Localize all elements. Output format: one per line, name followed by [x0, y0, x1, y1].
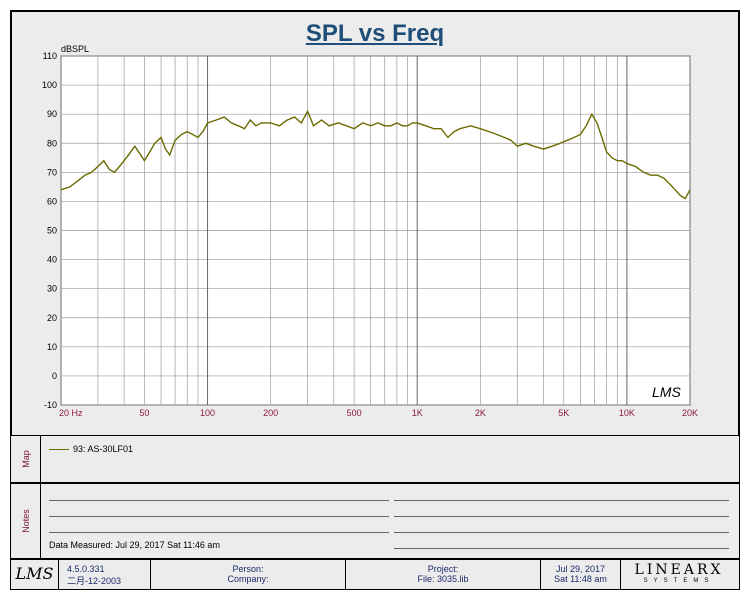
y-tick-label: 50 — [47, 226, 57, 236]
footer-brand-cell: LINEARX SYSTEMS — [621, 560, 737, 589]
x-tick-label: 20 Hz — [59, 408, 83, 418]
plot-grid — [60, 55, 691, 406]
footer-time: Sat 11:48 am — [554, 574, 607, 584]
y-tick-label: 40 — [47, 255, 57, 265]
x-tick-label: 1K — [412, 408, 423, 418]
y-tick-label: 90 — [47, 109, 57, 119]
footer-logo-cell: LMS — [11, 560, 59, 589]
footer-brand: LINEARX — [634, 562, 724, 578]
x-tick-labels: 20 Hz 50 100 200 500 1K 2K 5K 10K 20K — [59, 408, 698, 418]
y-tick-label: 10 — [47, 342, 57, 352]
footer-lms-logo: LMS — [15, 564, 54, 583]
data-measured-text: Data Measured: Jul 29, 2017 Sat 11:46 am — [49, 540, 220, 550]
footer-panel: LMS 4.5.0.331 二月-12-2003 Person: Company… — [10, 559, 740, 590]
x-tick-label: 500 — [347, 408, 362, 418]
x-tick-label: 50 — [139, 408, 149, 418]
x-tick-label: 10K — [619, 408, 635, 418]
lms-watermark: LMS — [652, 384, 681, 400]
footer-company: Company: — [227, 574, 269, 584]
y-tick-label: 60 — [47, 196, 57, 206]
legend-entry-label: 93: AS-30LF01 — [73, 444, 134, 454]
y-tick-label: 0 — [52, 371, 57, 381]
x-tick-label: 5K — [558, 408, 569, 418]
footer-brand-sub: SYSTEMS — [643, 578, 715, 584]
y-tick-label: 100 — [42, 80, 57, 90]
x-tick-label: 100 — [200, 408, 215, 418]
y-tick-label: 30 — [47, 284, 57, 294]
y-axis-label: dBSPL — [61, 44, 89, 54]
footer-project-cell: Project: File: 3035.lib — [346, 560, 541, 589]
map-label: Map — [20, 450, 31, 468]
notes-lines — [49, 500, 729, 550]
footer-project: Project: — [427, 564, 459, 574]
x-tick-label: 20K — [682, 408, 698, 418]
y-tick-label: 80 — [47, 138, 57, 148]
footer-version: 4.5.0.331 — [67, 564, 105, 574]
x-tick-label: 200 — [263, 408, 278, 418]
y-tick-label: 110 — [43, 51, 57, 61]
legend-panel: Map 93: AS-30LF01 — [10, 435, 740, 483]
y-tick-label: 70 — [47, 167, 57, 177]
notes-panel: Notes Data Measured: Jul 29, 2017 Sat 11… — [10, 483, 740, 559]
footer-file: File: 3035.lib — [417, 574, 469, 584]
y-tick-label: -10 — [44, 400, 57, 410]
footer-date-cell: Jul 29, 2017 Sat 11:48 am — [541, 560, 621, 589]
footer-version-cell: 4.5.0.331 二月-12-2003 — [59, 560, 151, 589]
footer-person: Person: — [232, 564, 264, 574]
map-side-label: Map — [11, 436, 41, 482]
footer-person-cell: Person: Company: — [151, 560, 346, 589]
footer-build-date: 二月-12-2003 — [67, 576, 122, 586]
legend-swatch — [49, 448, 69, 450]
y-tick-label: 20 — [47, 313, 57, 323]
legend-entry: 93: AS-30LF01 — [49, 444, 133, 454]
x-tick-label: 2K — [475, 408, 486, 418]
notes-side-label: Notes — [11, 484, 41, 558]
series-line-as-30lf01 — [60, 109, 691, 200]
notes-label: Notes — [20, 509, 31, 533]
chart-title: SPL vs Freq — [305, 20, 445, 47]
footer-date: Jul 29, 2017 — [555, 564, 606, 574]
